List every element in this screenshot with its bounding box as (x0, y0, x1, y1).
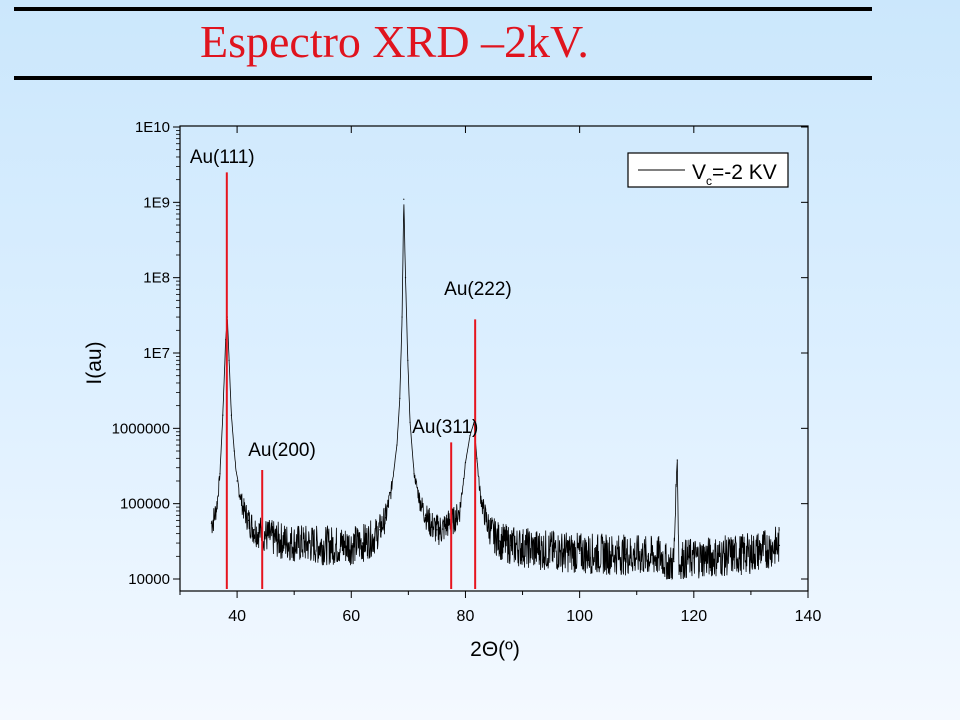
data-point (379, 529, 381, 531)
data-point (510, 544, 512, 546)
data-point (647, 555, 649, 557)
legend-series-name: V (692, 161, 706, 184)
data-point (230, 414, 232, 416)
x-tick-label: 100 (566, 608, 593, 625)
data-point (404, 277, 407, 279)
data-point (673, 561, 675, 563)
data-point (219, 473, 221, 475)
data-point (424, 514, 427, 516)
data-point (624, 554, 626, 556)
data-point (362, 542, 364, 544)
y-tick-label: 1E9 (143, 194, 170, 211)
data-point (681, 559, 684, 561)
x-axis-label: 2Θ(º) (470, 638, 520, 661)
data-point (436, 529, 438, 531)
data-point (459, 510, 461, 512)
data-point (210, 522, 212, 524)
data-point (253, 529, 255, 531)
x-tick-label: 120 (680, 608, 707, 625)
data-point (293, 542, 295, 544)
data-point (259, 531, 261, 533)
data-point (430, 524, 432, 526)
reference-line-label: Au(222) (444, 279, 512, 300)
data-point (469, 435, 471, 437)
data-point (442, 528, 444, 530)
data-point (236, 480, 238, 482)
data-point (247, 519, 250, 521)
reference-line-label: Au(111) (190, 147, 255, 168)
data-point (533, 548, 535, 550)
data-point (373, 536, 375, 538)
series-line (211, 204, 780, 581)
data-point (499, 540, 501, 542)
data-point (419, 499, 421, 502)
legend-entry: Vc=-2 KV (692, 161, 777, 188)
data-point (265, 534, 267, 536)
y-tick-label: 10000 (128, 571, 170, 588)
data-point (413, 473, 415, 475)
data-point (678, 565, 680, 567)
y-tick-label: 1000000 (112, 420, 170, 437)
data-point (396, 444, 398, 446)
plot-frame (179, 125, 809, 592)
y-tick-label: 100000 (120, 496, 170, 513)
data-point (228, 359, 230, 361)
data-point (216, 503, 218, 505)
y-tick-label: 1E8 (143, 270, 170, 287)
legend: Vc=-2 KV (627, 152, 789, 188)
data-point (447, 522, 449, 524)
y-tick-label: 1E10 (135, 119, 170, 136)
title-rule-bottom (14, 76, 872, 80)
data-point (479, 489, 481, 492)
data-point (661, 555, 664, 557)
data-point (350, 544, 352, 546)
data-point (667, 567, 669, 569)
data-point (407, 359, 409, 361)
y-tick-label: 1E7 (143, 345, 170, 362)
data-point (384, 517, 387, 519)
data-point (401, 316, 403, 318)
data-point (481, 506, 484, 508)
data-point (693, 557, 695, 559)
data-point (403, 198, 405, 200)
data-point (476, 457, 478, 459)
reference-line-label: Au(311) (412, 417, 478, 438)
data-point (778, 544, 781, 546)
data-point (390, 489, 392, 492)
data-point (409, 421, 411, 423)
title-rule-top (14, 7, 872, 11)
data-point (453, 519, 455, 521)
legend-series-subscript: c (706, 174, 712, 188)
data-point (399, 397, 401, 399)
x-tick-label: 40 (228, 608, 246, 625)
data-point (222, 414, 224, 416)
data-point (242, 506, 244, 508)
reference-line-label: Au(200) (248, 440, 316, 461)
data-point (276, 539, 278, 541)
x-tick-label: 80 (457, 608, 475, 625)
data-point (487, 525, 489, 527)
x-tick-label: 60 (342, 608, 360, 625)
y-axis-label: I(au) (83, 341, 106, 384)
data-point (676, 459, 678, 461)
data-point (493, 534, 495, 536)
data-point (464, 462, 467, 464)
data-point (750, 552, 752, 554)
data-point (579, 552, 581, 554)
slide-title: Espectro XRD –2kV. (200, 16, 589, 67)
data-point (322, 544, 324, 546)
legend-series-suffix: =-2 KV (712, 161, 777, 184)
x-tick-label: 140 (795, 608, 822, 625)
data-point (233, 450, 235, 452)
data-point (721, 555, 723, 557)
data-point (675, 483, 677, 486)
data-point (213, 517, 215, 519)
